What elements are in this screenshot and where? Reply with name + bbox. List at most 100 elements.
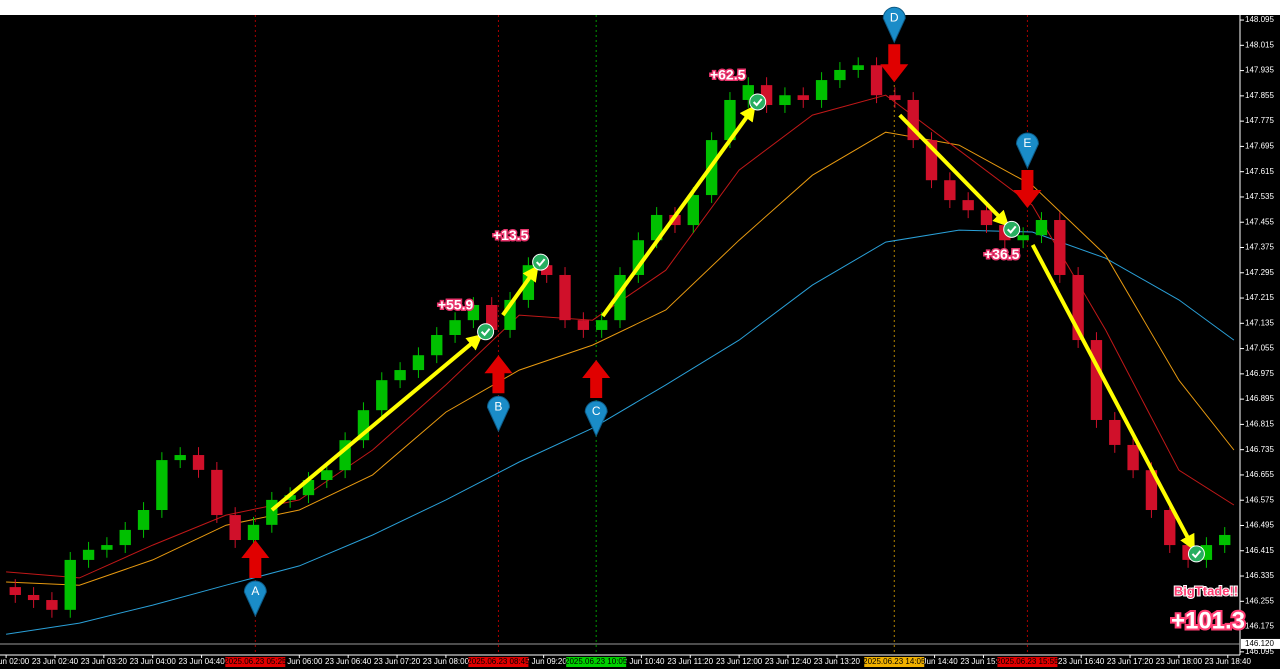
x-tick-label: 23 Jun 13:20 bbox=[814, 657, 861, 666]
candle-body bbox=[1054, 220, 1066, 275]
x-tick-label: 23 Jun 09:20 bbox=[521, 657, 568, 666]
check-icon bbox=[480, 328, 491, 337]
y-tick-label: 147.375 bbox=[1245, 243, 1274, 252]
candle-body bbox=[504, 299, 516, 330]
signal-pin bbox=[1015, 132, 1039, 170]
signal-arrow bbox=[1013, 170, 1042, 209]
candle-body bbox=[64, 559, 76, 610]
y-tick-label: 147.935 bbox=[1245, 66, 1274, 75]
profit-label: +55.9 bbox=[438, 296, 474, 312]
signal-arrow bbox=[484, 355, 513, 394]
check-icon bbox=[535, 258, 546, 267]
candle-body bbox=[1127, 444, 1139, 471]
signal-arrow bbox=[880, 44, 909, 83]
x-tick-label: 23 Jun 10:40 bbox=[618, 657, 665, 666]
candle-body bbox=[669, 214, 681, 226]
y-tick-label: 146.175 bbox=[1245, 622, 1274, 631]
top-bar bbox=[0, 0, 1280, 15]
summary-title: BigTtade!! bbox=[1174, 583, 1238, 598]
candle-body bbox=[467, 304, 480, 321]
signal-label: B bbox=[494, 399, 502, 413]
y-tick-label: 147.135 bbox=[1245, 318, 1274, 327]
candle-body bbox=[614, 274, 626, 321]
candle-body bbox=[925, 140, 938, 181]
y-tick-label: 148.015 bbox=[1245, 40, 1274, 49]
y-tick-label: 147.295 bbox=[1245, 268, 1274, 277]
candle-body bbox=[889, 95, 901, 100]
candle-body bbox=[1200, 545, 1213, 560]
time-highlight bbox=[997, 657, 1058, 667]
x-tick-label: 23 Jun 14:40 bbox=[911, 657, 958, 666]
signal-label: D bbox=[890, 10, 899, 24]
candle-body bbox=[357, 410, 370, 441]
x-tick-label: 23 Jun 15:20 bbox=[960, 657, 1007, 666]
candle-body bbox=[266, 499, 278, 525]
candle-body bbox=[797, 95, 809, 100]
x-tick-label: 23 Jun 06:00 bbox=[276, 657, 323, 666]
time-highlight-label: 2025.06.23 05:25 bbox=[224, 657, 287, 666]
take-profit-badge bbox=[1003, 220, 1021, 238]
candle-body bbox=[815, 80, 828, 100]
candle-body bbox=[632, 240, 645, 275]
signal-label: E bbox=[1023, 136, 1031, 150]
time-highlight-label: 2025.06.23 15:55 bbox=[996, 657, 1059, 666]
candle-body bbox=[541, 265, 553, 275]
signal-pin bbox=[243, 580, 267, 618]
candle-body bbox=[412, 355, 425, 371]
candle-body bbox=[834, 69, 846, 81]
x-tick-label: 23 Jun 03:20 bbox=[81, 657, 128, 666]
trade-arrow bbox=[1030, 244, 1195, 551]
candle-body bbox=[687, 195, 699, 226]
candle-body bbox=[431, 335, 443, 356]
candle-body bbox=[284, 495, 296, 500]
candle-body bbox=[742, 85, 754, 100]
y-tick-label: 147.055 bbox=[1245, 344, 1274, 353]
time-highlight bbox=[225, 657, 286, 667]
x-tick-label: 23 Jun 07:20 bbox=[374, 657, 421, 666]
time-highlight-label: 2025.06.23 14:05 bbox=[863, 657, 926, 666]
candle-body bbox=[174, 455, 186, 461]
candle-body bbox=[192, 455, 205, 470]
take-profit-badge bbox=[477, 323, 495, 341]
signal-pin bbox=[584, 400, 608, 438]
candle-body bbox=[9, 587, 21, 595]
candle-body bbox=[1090, 340, 1103, 420]
trade-arrow bbox=[601, 104, 756, 318]
x-tick-label: 23 Jun 16:40 bbox=[1058, 657, 1105, 666]
take-profit-badge bbox=[532, 253, 550, 271]
profit-label: +13.5 bbox=[493, 227, 529, 243]
take-profit-badge bbox=[749, 93, 767, 111]
candle-body bbox=[1219, 534, 1231, 546]
candle-body bbox=[247, 524, 260, 541]
y-tick-label: 147.855 bbox=[1245, 91, 1274, 100]
profit-label: +36.5 bbox=[984, 246, 1020, 262]
current-price-label: 146.120 bbox=[1245, 639, 1274, 648]
plot-area bbox=[0, 15, 1240, 655]
y-tick-label: 146.415 bbox=[1245, 546, 1274, 555]
x-tick-label: 23 Jun 04:00 bbox=[130, 657, 177, 666]
check-icon bbox=[752, 98, 763, 107]
moving-average bbox=[6, 131, 1235, 586]
candle-body bbox=[1072, 274, 1084, 341]
y-tick-label: 147.535 bbox=[1245, 192, 1274, 201]
candle-body bbox=[1164, 510, 1176, 546]
signal-pin bbox=[486, 395, 510, 433]
time-highlight-label: 2025.06.23 08:45 bbox=[467, 657, 530, 666]
candle-body bbox=[302, 479, 315, 496]
candle-body bbox=[980, 210, 993, 226]
y-tick-label: 146.815 bbox=[1245, 420, 1274, 429]
candle-body bbox=[229, 515, 241, 541]
moving-average bbox=[6, 229, 1235, 635]
candle-body bbox=[321, 470, 333, 480]
check-icon bbox=[1006, 225, 1017, 234]
candle-body bbox=[1145, 470, 1158, 511]
time-highlight bbox=[468, 657, 529, 667]
y-tick-label: 146.255 bbox=[1245, 596, 1274, 605]
time-highlight bbox=[566, 657, 627, 667]
check-icon bbox=[1191, 550, 1202, 559]
candle-body bbox=[101, 545, 113, 550]
candle-body bbox=[1035, 220, 1048, 236]
candle-body bbox=[339, 440, 351, 471]
x-tick-label: 23 Jun 12:00 bbox=[716, 657, 763, 666]
